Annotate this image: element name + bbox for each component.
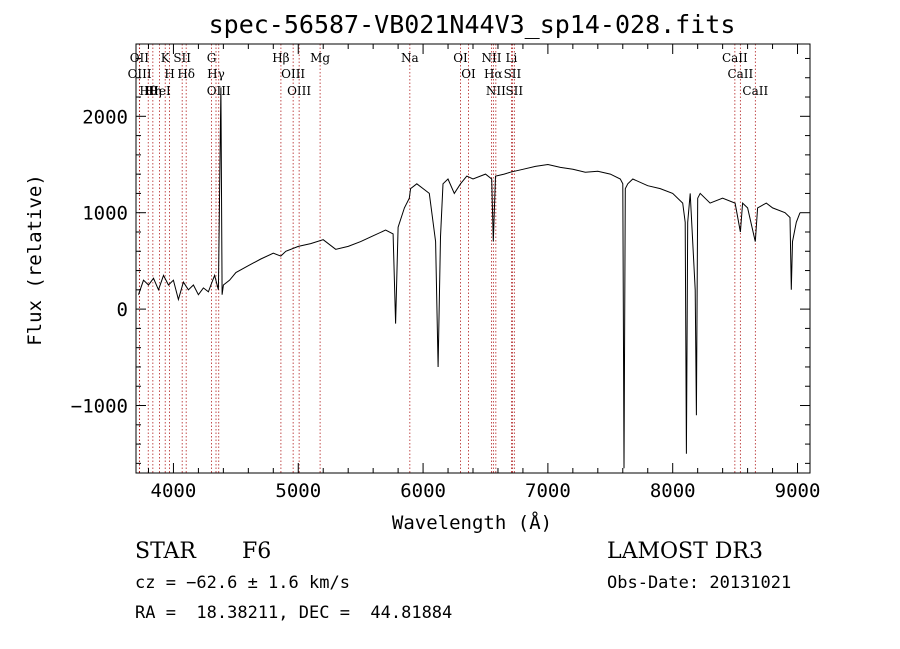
line-marker-label: SII bbox=[505, 84, 523, 98]
object-class: STAR bbox=[135, 539, 196, 564]
plot-frame bbox=[135, 43, 811, 474]
line-marker-label: Hη bbox=[144, 84, 162, 98]
spectral-subclass: F6 bbox=[242, 539, 272, 564]
line-marker-label: Mg bbox=[310, 51, 330, 65]
line-label-group: OIIOIIIHθHηHeIKHSIIHδGHγOIIIHβOIIIOIIIMg… bbox=[128, 51, 769, 98]
line-marker-label: OI bbox=[453, 51, 468, 65]
line-marker-label: HeI bbox=[148, 84, 171, 98]
line-marker-label: OIII bbox=[287, 84, 311, 98]
x-tick-label: 7000 bbox=[525, 480, 571, 502]
y-tick-label: −1000 bbox=[71, 396, 128, 418]
line-marker-label: Na bbox=[401, 51, 419, 65]
line-marker-label: Hθ bbox=[139, 84, 157, 98]
spectrum-line bbox=[138, 87, 801, 469]
line-marker-label: CaII bbox=[727, 67, 753, 81]
x-axis-label: Wavelength (Å) bbox=[392, 511, 552, 534]
line-marker-label: NII bbox=[481, 51, 501, 65]
chart-title: spec-56587-VB021N44V3_sp14-028.fits bbox=[209, 10, 736, 39]
survey-name: LAMOST DR3 bbox=[607, 539, 763, 564]
line-marker-label: Li bbox=[506, 51, 518, 65]
line-marker-label: Hδ bbox=[177, 67, 195, 81]
y-axis-label: Flux (relative) bbox=[24, 174, 46, 346]
y-tick-label: 1000 bbox=[82, 203, 128, 225]
line-marker-label: OIII bbox=[207, 84, 231, 98]
line-marker-label: SII bbox=[504, 67, 522, 81]
line-marker-group bbox=[138, 44, 756, 473]
line-marker-label: Hγ bbox=[207, 67, 225, 81]
line-marker-label: Hα bbox=[484, 67, 503, 81]
line-marker-label: OI bbox=[461, 67, 476, 81]
coordinates: RA = 18.38211, DEC = 44.81884 bbox=[135, 603, 453, 623]
line-marker-label: G bbox=[207, 51, 217, 65]
x-tick-label: 4000 bbox=[151, 480, 197, 502]
line-marker-label: H bbox=[164, 67, 174, 81]
x-tick-label: 8000 bbox=[650, 480, 696, 502]
line-marker-label: Hβ bbox=[272, 51, 289, 65]
observation-date: Obs-Date: 20131021 bbox=[607, 573, 792, 593]
y-axis: −1000 0 1000 2000 bbox=[71, 57, 810, 464]
line-marker-label: OIII bbox=[128, 67, 152, 81]
x-tick-label: 6000 bbox=[400, 480, 446, 502]
line-marker-label: CaII bbox=[742, 84, 768, 98]
x-tick-label: 9000 bbox=[775, 480, 821, 502]
y-tick-label: 0 bbox=[117, 299, 128, 321]
y-tick-label: 2000 bbox=[82, 106, 128, 128]
x-axis: 4000 5000 6000 7000 8000 9000 bbox=[147, 44, 821, 502]
line-marker-label: CaII bbox=[722, 51, 748, 65]
line-marker-label: OIII bbox=[281, 67, 305, 81]
line-marker-label: K bbox=[161, 51, 171, 65]
redshift-info: cz = −62.6 ± 1.6 km/s bbox=[135, 573, 350, 593]
line-marker-label: NII bbox=[486, 84, 506, 98]
line-marker-label: SII bbox=[173, 51, 191, 65]
x-tick-label: 5000 bbox=[275, 480, 321, 502]
